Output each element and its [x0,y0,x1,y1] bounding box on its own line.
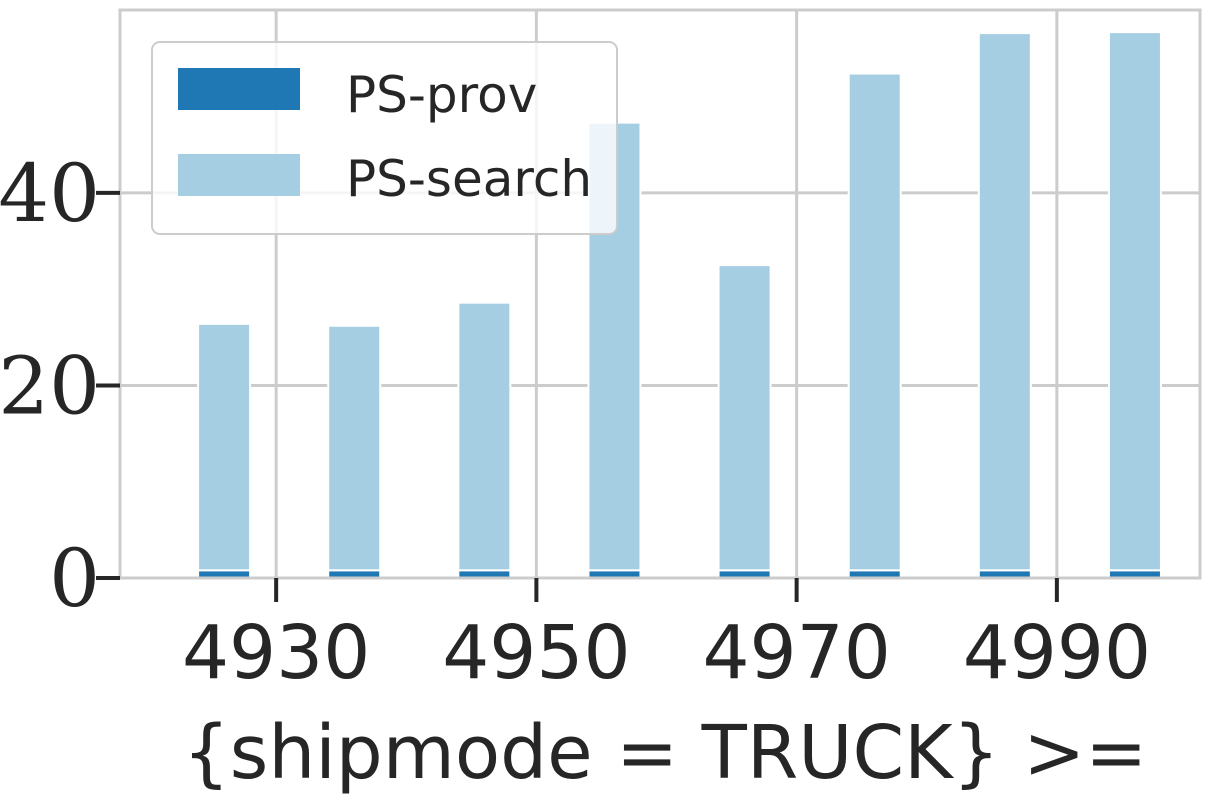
x-tick-label: 4990 [963,610,1151,696]
x-axis-label: {shipmode = TRUCK} >= [183,710,1148,796]
legend-swatch-ps-prov [178,68,300,110]
legend: PS-prov PS-search [151,41,618,235]
bar-ps-search [327,324,382,572]
x-tick-label: 4950 [442,610,630,696]
bar-ps-search [977,32,1032,572]
legend-swatch-ps-search [178,154,300,196]
legend-label-ps-prov: PS-prov [346,66,537,124]
y-tick-label: 20 [0,339,100,432]
plot-frame [118,8,1202,580]
bar-ps-search [1107,31,1162,572]
bar-ps-search [847,72,902,572]
bar-ps-search [197,322,252,572]
bar-ps-search [717,264,772,572]
x-tick-label: 4930 [182,610,370,696]
y-tick-label: 0 [49,532,100,625]
axis-ticks: 4930 4950 4970 4990 0 20 40 [0,147,1151,696]
x-tick-label: 4970 [702,610,890,696]
bars [197,31,1162,579]
bar-ps-search [457,301,512,572]
legend-label-ps-search: PS-search [346,150,592,208]
y-tick-label: 40 [0,147,100,240]
